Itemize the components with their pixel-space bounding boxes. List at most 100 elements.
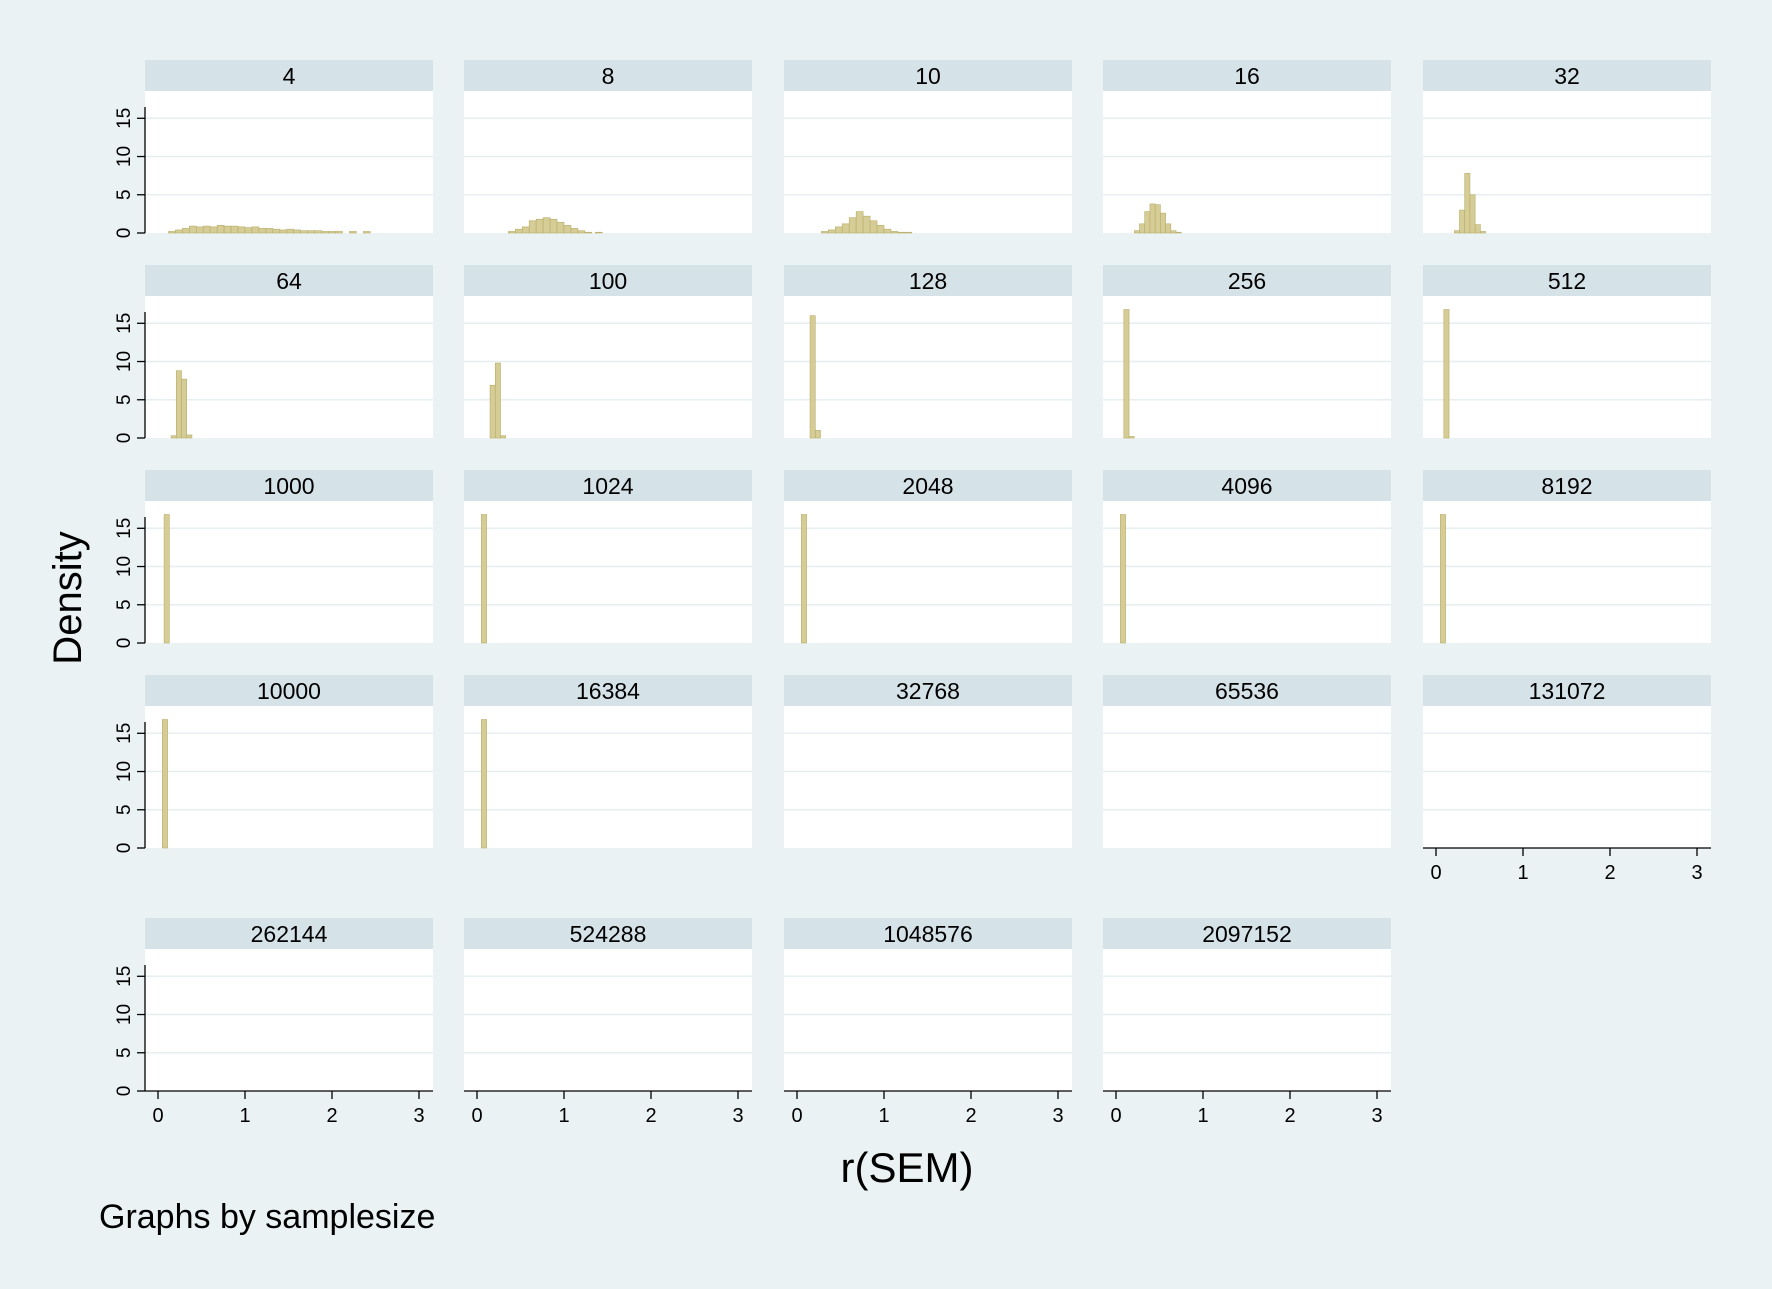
histogram-bar — [528, 220, 537, 234]
histogram-bar — [1464, 173, 1471, 234]
panel-header — [145, 60, 433, 91]
y-tick-label: 15 — [114, 518, 135, 539]
histogram-bar — [182, 228, 190, 234]
panel-10000: 10000 0 5 10 15 — [114, 675, 433, 853]
histogram-bar — [556, 221, 565, 234]
plot-area — [464, 501, 752, 643]
panel-header — [145, 918, 433, 949]
plot-area — [1423, 501, 1711, 643]
histogram-bar — [170, 435, 177, 439]
plot-area — [145, 706, 433, 848]
y-tick-label: 5 — [114, 189, 135, 200]
panel-title: 1024 — [582, 473, 633, 499]
histogram-bar — [904, 231, 913, 234]
panel-title: 10 — [915, 63, 941, 89]
plot-area — [1423, 706, 1711, 848]
panel-10: 10 — [784, 60, 1072, 234]
x-tick-label: 1 — [878, 1105, 889, 1127]
panel-128: 128 — [784, 265, 1072, 439]
panel-524288: 524288 0 1 2 3 — [464, 918, 752, 1127]
x-tick-label: 0 — [1110, 1105, 1121, 1127]
histogram-bar — [855, 211, 864, 234]
panel-header — [784, 265, 1072, 296]
histogram-bar — [1459, 209, 1466, 234]
x-tick-label: 0 — [152, 1105, 163, 1127]
panel-title: 262144 — [251, 921, 328, 947]
histogram-bar — [481, 514, 487, 644]
histogram-bar — [890, 231, 899, 234]
panel-1000: 1000 0 5 10 15 — [114, 470, 433, 648]
histogram-bar — [237, 226, 246, 234]
histogram-bar — [163, 514, 170, 644]
histogram-bar — [883, 228, 892, 234]
histogram-bar — [216, 225, 225, 234]
panel-title: 128 — [909, 268, 947, 294]
histogram-bar — [869, 220, 878, 234]
plot-area — [1103, 501, 1391, 643]
panel-title: 1000 — [263, 473, 314, 499]
histogram-bar — [300, 230, 308, 234]
histogram-bar — [181, 378, 188, 439]
x-tick-label: 1 — [1197, 1105, 1208, 1127]
panel-header — [1423, 470, 1711, 501]
histogram-bar — [1469, 194, 1476, 234]
panel-header — [145, 265, 433, 296]
panel-64: 64 0 5 10 15 — [114, 265, 433, 443]
histogram-bar — [223, 225, 232, 234]
histogram-bar — [897, 231, 906, 234]
x-tick-label: 2 — [1604, 862, 1615, 884]
histogram-bar — [195, 226, 204, 234]
histogram-bar — [1440, 514, 1446, 644]
panel-title: 16384 — [576, 678, 640, 704]
plot-area — [145, 91, 433, 233]
histogram-bar — [1133, 230, 1140, 234]
panel-2048: 2048 — [784, 470, 1072, 644]
x-tick-label: 3 — [1691, 862, 1702, 884]
y-tick-label: 0 — [114, 1086, 135, 1097]
y-tick-label: 15 — [114, 313, 135, 334]
histogram-bar — [244, 227, 253, 234]
panel-header — [145, 470, 433, 501]
y-tick-label: 0 — [114, 433, 135, 444]
panel-header — [1423, 265, 1711, 296]
histogram-bar — [1123, 309, 1130, 439]
histogram-bar — [848, 217, 857, 234]
histogram-bar — [577, 230, 586, 234]
histogram-bar — [570, 228, 579, 234]
panel-header — [1103, 675, 1391, 706]
plot-area — [145, 501, 433, 643]
histogram-bar — [265, 228, 274, 234]
histogram-bar — [1170, 230, 1177, 234]
plot-area — [464, 91, 752, 233]
histogram-bar — [1175, 231, 1182, 234]
histogram-bar — [1120, 514, 1126, 644]
y-tick-label: 0 — [114, 228, 135, 239]
panel-title: 65536 — [1215, 678, 1279, 704]
y-tick-label: 15 — [114, 108, 135, 129]
panel-title: 32 — [1554, 63, 1580, 89]
histogram-bar — [584, 231, 593, 234]
histogram-bar — [542, 217, 551, 234]
chart-note: Graphs by samplesize — [99, 1198, 435, 1236]
x-tick-label: 2 — [326, 1105, 337, 1127]
histogram-bar — [202, 225, 211, 234]
panel-title: 8192 — [1541, 473, 1592, 499]
y-axis-title: Density — [46, 531, 90, 664]
histogram-bar — [279, 229, 288, 234]
x-tick-label: 1 — [239, 1105, 250, 1127]
plot-area — [1423, 296, 1711, 438]
panel-header — [1423, 675, 1711, 706]
histogram-bar — [500, 435, 507, 439]
panel-8192: 8192 — [1423, 470, 1711, 644]
histogram-bar — [814, 430, 821, 439]
y-tick-label: 10 — [114, 556, 135, 577]
histogram-bar — [1144, 211, 1151, 234]
histogram-bar — [1149, 203, 1156, 234]
panel-4096: 4096 — [1103, 470, 1391, 644]
plot-area — [784, 706, 1072, 848]
plot-area — [784, 296, 1072, 438]
panel-title: 524288 — [570, 921, 647, 947]
panel-header — [1103, 60, 1391, 91]
y-tick-label: 10 — [114, 761, 135, 782]
